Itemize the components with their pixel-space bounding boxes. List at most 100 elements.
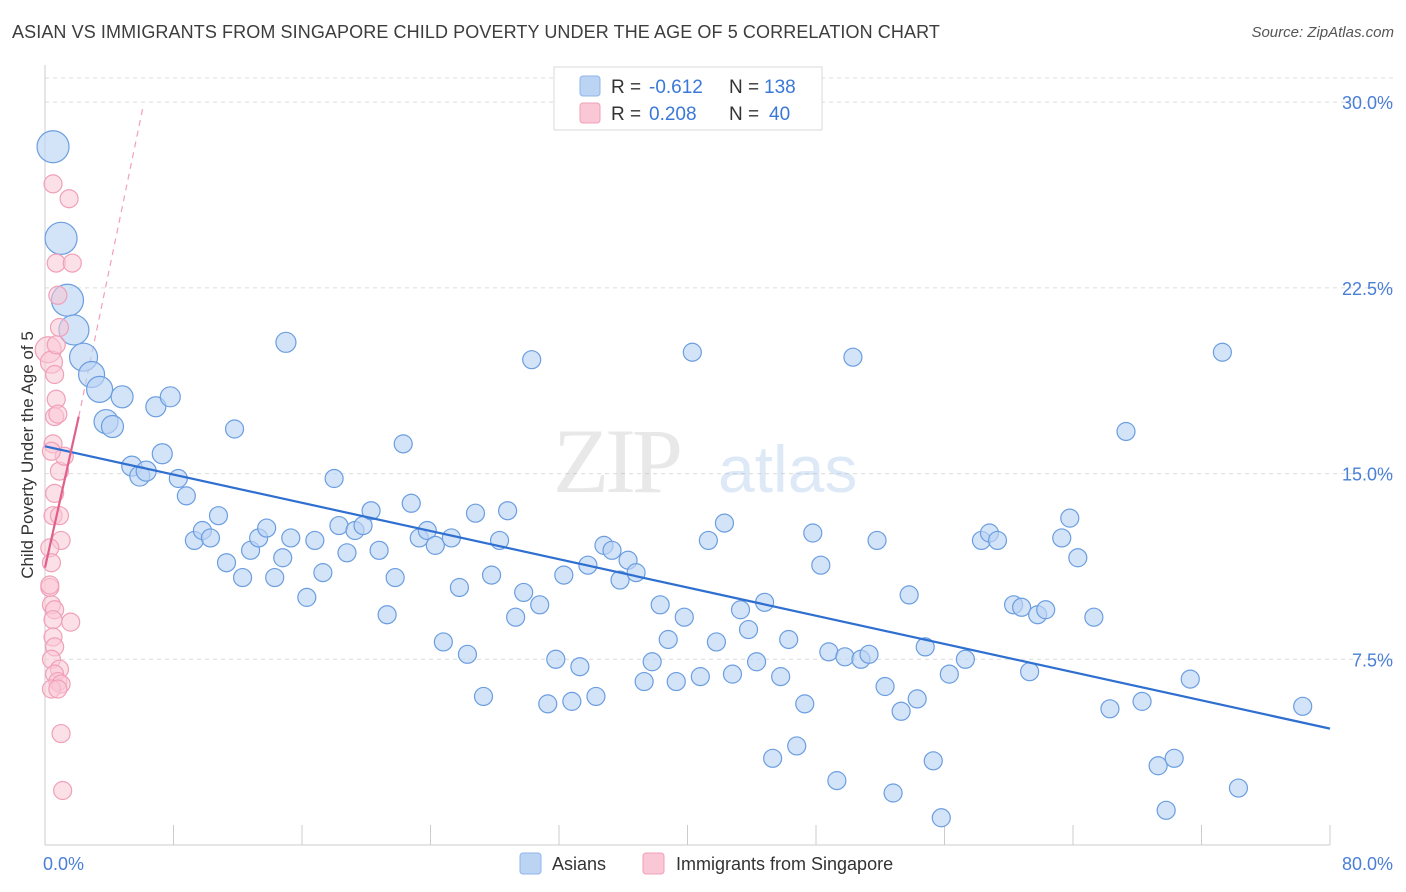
asians-point	[554, 565, 574, 585]
chart-title: ASIAN VS IMMIGRANTS FROM SINGAPORE CHILD…	[12, 22, 940, 42]
asians-point	[714, 513, 735, 533]
asians-point	[779, 629, 799, 650]
asians-point	[650, 595, 670, 615]
asians-point	[506, 607, 526, 627]
asians-point	[329, 515, 349, 536]
asians-point	[1068, 548, 1088, 568]
asians-point	[530, 595, 550, 615]
legend-n-value-2: 40	[769, 104, 790, 125]
legend-n-label-2: N =	[729, 104, 759, 125]
asians-point	[145, 396, 167, 418]
pink-trend-extension	[78, 106, 144, 417]
singapore-point	[46, 335, 66, 355]
asians-point	[361, 501, 381, 521]
watermark-zip: ZIP	[553, 410, 680, 512]
asians-point	[771, 667, 791, 687]
asians-point	[867, 530, 887, 551]
asians-point	[610, 570, 630, 590]
asians-point	[159, 386, 181, 408]
asians-point	[522, 350, 542, 370]
asians-point	[787, 736, 807, 756]
asians-point	[706, 632, 727, 652]
singapore-points	[34, 174, 82, 801]
singapore-point	[61, 612, 81, 632]
asians-point	[305, 530, 325, 551]
singapore-point	[40, 575, 60, 595]
legend-n-label-1: N =	[729, 77, 759, 98]
asians-point	[931, 808, 951, 828]
legend-box: R = -0.612 N = 138 R = 0.208 N = 40	[553, 66, 823, 131]
asians-point	[827, 771, 847, 791]
asians-point	[1164, 748, 1184, 768]
asians-point	[746, 652, 767, 672]
asians-point	[562, 691, 582, 711]
asians-point	[795, 694, 815, 714]
asians-point	[634, 671, 654, 692]
x-tick-label-max: 80.0%	[1342, 854, 1393, 874]
asians-point	[216, 553, 237, 573]
bottom-legend: Asians Immigrants from Singapore	[519, 852, 893, 875]
asians-point	[570, 657, 590, 677]
asians-point	[1084, 607, 1104, 627]
asians-point	[176, 486, 196, 506]
singapore-point	[41, 441, 62, 461]
asians-point	[1180, 669, 1200, 689]
singapore-point	[43, 610, 63, 630]
asians-point	[44, 221, 78, 255]
asians-point	[955, 649, 975, 669]
asians-point	[168, 468, 188, 489]
trend-lines	[43, 416, 1331, 730]
asians-point	[433, 632, 453, 652]
asians-point	[224, 419, 245, 439]
asians-point	[200, 528, 221, 548]
asians-point	[313, 563, 333, 583]
asians-point	[730, 600, 751, 620]
asians-point	[151, 443, 173, 465]
asians-point	[698, 530, 718, 551]
asians-point	[883, 783, 903, 803]
bottom-legend-swatch-asians	[519, 852, 542, 875]
singapore-point	[49, 506, 70, 526]
singapore-trend-line	[43, 416, 80, 568]
axes	[44, 65, 1331, 846]
singapore-point	[48, 285, 68, 305]
asians-point	[1132, 691, 1152, 711]
asians-points	[36, 130, 1313, 828]
asians-point	[642, 652, 662, 672]
asians-point	[859, 644, 879, 664]
legend-r-label-1: R =	[611, 77, 641, 98]
asians-point	[393, 434, 413, 454]
asians-point	[324, 468, 344, 489]
asians-point	[915, 637, 935, 657]
bottom-legend-swatch-singapore	[642, 852, 665, 875]
asians-point	[1060, 508, 1080, 528]
asians-point	[923, 751, 943, 771]
singapore-point	[45, 483, 65, 503]
asians-point	[891, 701, 911, 721]
asians-point	[546, 649, 566, 669]
asians-point	[281, 528, 301, 548]
asians-point	[401, 493, 421, 513]
asians-point	[690, 667, 710, 687]
singapore-point	[51, 723, 71, 744]
singapore-point	[45, 364, 65, 385]
singapore-point	[62, 253, 82, 273]
asians-point	[275, 331, 297, 353]
asians-point	[369, 540, 389, 560]
asians-point	[425, 535, 445, 555]
asians-point	[273, 548, 293, 568]
asians-point	[337, 543, 357, 563]
asians-point	[763, 748, 783, 768]
asians-point	[1116, 421, 1136, 442]
asians-point	[803, 523, 823, 543]
asians-point	[682, 342, 702, 362]
asians-point	[100, 414, 125, 439]
asians-point	[86, 375, 114, 403]
x-tick-label-min: 0.0%	[43, 854, 84, 874]
singapore-point	[48, 679, 68, 699]
asians-point	[257, 518, 277, 538]
asians-point	[1212, 342, 1232, 362]
asians-point	[939, 664, 959, 684]
asians-point	[1011, 597, 1032, 617]
